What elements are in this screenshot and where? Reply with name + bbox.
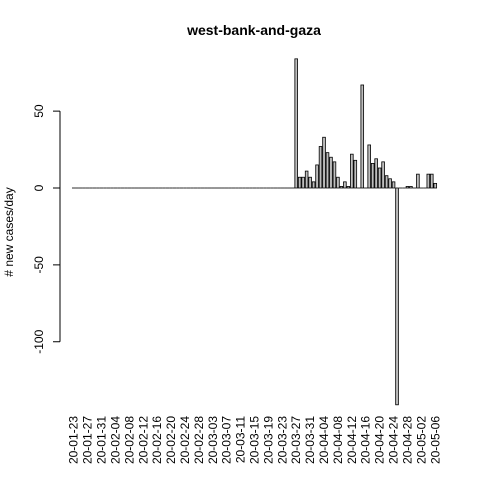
bar-76	[336, 176, 340, 189]
y-axis-label: # new cases/day	[2, 187, 16, 276]
x-tick-label: 20-03-15	[248, 416, 262, 464]
bar-86	[370, 162, 375, 189]
bar-68	[308, 176, 312, 189]
x-tick-label: 20-02-04	[108, 416, 122, 464]
x-tick-label: 20-03-11	[234, 416, 248, 463]
bar-85	[367, 144, 371, 189]
bar-93	[395, 187, 399, 406]
y-tick-label: -100	[32, 329, 46, 353]
bar-90	[384, 175, 389, 189]
bar-102	[426, 173, 431, 189]
x-axis: 20-01-23 20-01-27 20-01-31 20-02-04 20-02-08…	[67, 416, 443, 464]
bar-69	[311, 181, 316, 189]
bar-92	[391, 181, 396, 189]
x-tick-label: 20-04-12	[345, 416, 359, 464]
bar-64	[294, 58, 298, 189]
x-tick-label: 20-05-02	[414, 416, 428, 464]
bar-103	[430, 173, 434, 189]
x-tick-label: 20-04-16	[359, 416, 373, 464]
bar-67	[304, 170, 309, 189]
bar-72	[322, 136, 326, 189]
y-tick-label: 50	[32, 104, 46, 118]
y-axis: -100 -50 0 50	[32, 104, 61, 354]
x-tick-label: 20-02-20	[164, 416, 178, 464]
x-tick-label: 20-02-24	[178, 416, 192, 464]
bar-97	[409, 186, 413, 189]
bar-77	[339, 186, 344, 189]
x-tick-label: 20-03-07	[220, 416, 234, 464]
x-tick-label: 20-03-27	[289, 416, 303, 464]
bar-88	[377, 167, 382, 189]
bar-79	[346, 186, 351, 189]
bar-78	[343, 181, 347, 189]
bar-70	[315, 164, 319, 189]
x-tick-label: 20-05-06	[428, 416, 442, 464]
x-tick-label: 20-03-19	[261, 416, 275, 464]
x-tick-label: 20-04-04	[317, 416, 331, 464]
x-tick-label: 20-02-12	[136, 416, 150, 464]
x-tick-label: 20-04-24	[387, 416, 401, 464]
bar-65	[297, 176, 302, 189]
bar-83	[360, 84, 365, 189]
x-tick-label: 20-02-08	[122, 416, 136, 464]
bar-73	[325, 152, 330, 189]
x-tick-label: 20-02-28	[192, 416, 206, 464]
x-tick-label: 20-01-27	[81, 416, 95, 464]
bar-91	[388, 178, 392, 189]
bar-99	[416, 173, 420, 189]
x-tick-label: 20-01-31	[95, 416, 109, 464]
bar-75	[332, 161, 337, 189]
chart-title: west-bank-and-gaza	[186, 22, 321, 38]
x-tick-label: 20-01-23	[67, 416, 81, 464]
bar-104	[433, 182, 438, 189]
x-tick-label: 20-03-31	[303, 416, 317, 464]
x-tick-label: 20-03-03	[206, 416, 220, 464]
bar-89	[381, 161, 385, 189]
y-tick-label: 0	[32, 184, 46, 191]
bar-96	[405, 186, 410, 189]
bar-87	[374, 158, 378, 189]
bars-group	[71, 58, 438, 406]
bar-80	[350, 153, 354, 189]
x-tick-label: 20-04-08	[331, 416, 345, 464]
bar-71	[318, 146, 323, 189]
x-tick-label: 20-02-16	[150, 416, 164, 464]
bar-81	[353, 159, 358, 189]
x-tick-label: 20-04-28	[400, 416, 414, 464]
x-tick-label: 20-03-23	[275, 416, 289, 464]
bar-66	[301, 176, 305, 189]
x-tick-label: 20-04-20	[373, 416, 387, 464]
bar-74	[329, 156, 333, 189]
y-tick-label: -50	[32, 256, 46, 274]
